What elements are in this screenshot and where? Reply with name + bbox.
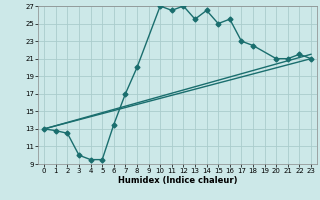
- X-axis label: Humidex (Indice chaleur): Humidex (Indice chaleur): [118, 176, 237, 185]
